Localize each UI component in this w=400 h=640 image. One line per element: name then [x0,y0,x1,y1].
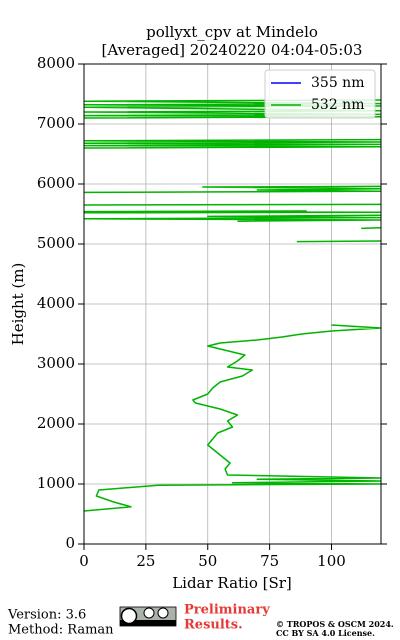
chart-title: pollyxt_cpv at Mindelo [146,23,318,41]
legend-label: 355 nm [311,75,364,91]
sa-icon [157,607,169,619]
y-tick-label: 7000 [37,114,75,132]
license-logo [119,606,177,627]
y-axis-label: Height (m) [9,263,27,346]
legend-box [264,69,376,119]
grid [83,63,381,545]
x-tick-label: 50 [198,552,217,570]
cc-icon [120,607,138,625]
method-text: Method: Raman [8,623,114,638]
y-tick-label: 6000 [37,174,75,192]
chart-subtitle: [Averaged] 20240220 04:04-05:03 [102,41,363,59]
y-tick-label: 4000 [37,294,75,312]
y-tick-label: 1000 [37,474,75,492]
x-tick-label: 100 [317,552,346,570]
legend: 355 nm 532 nm [264,69,376,119]
logo-band [120,620,176,626]
y-tick-label: 3000 [37,354,75,372]
plot-area [84,99,381,512]
y-tick-label: 5000 [37,234,75,252]
x-tick-label: 0 [79,552,89,570]
y-tick-label: 2000 [37,414,75,432]
profile-line [84,99,381,512]
x-tick-label: 75 [260,552,279,570]
status-text: Preliminary [184,603,270,618]
by-icon [143,607,155,619]
license-text: CC BY SA 4.0 License. [276,628,375,638]
y-tick-label: 0 [65,534,75,552]
legend-label: 532 nm [311,97,364,113]
x-axis-label: Lidar Ratio [Sr] [172,574,292,592]
status-text: Results. [184,618,243,633]
x-tick-label: 25 [136,552,155,570]
y-tick-label: 8000 [37,54,75,72]
copyright-text: © TROPOS & OSCM 2024. [276,619,394,629]
version-text: Version: 3.6 [7,608,86,623]
